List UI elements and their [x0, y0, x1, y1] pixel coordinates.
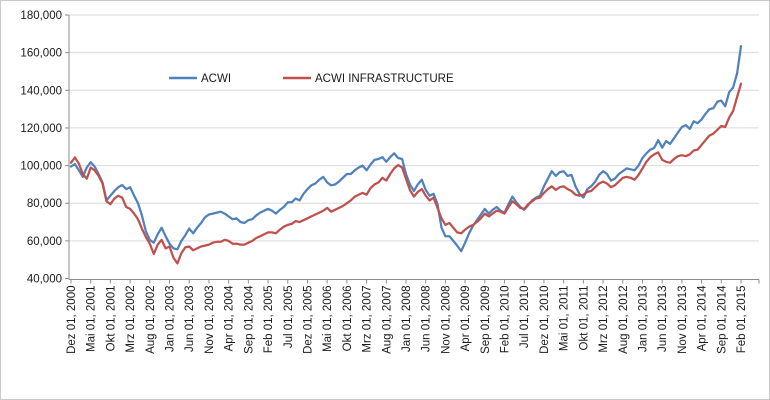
- x-tick-label: Mai 01, 2011: [559, 286, 571, 352]
- x-tick-label: Jun 01, 2008: [421, 286, 433, 353]
- x-tick-label: Apr 01, 2004: [224, 285, 236, 351]
- x-tick-label: Okt 01, 2001: [105, 286, 117, 352]
- x-tick-label: Okt 01, 2006: [342, 286, 354, 352]
- y-tick-label: 80,000: [27, 198, 62, 210]
- legend-label-acwi: ACWI: [201, 73, 231, 85]
- legend: ACWI ACWI INFRASTRUCTURE: [169, 73, 454, 85]
- y-tick-label: 140,000: [20, 85, 62, 97]
- x-tick-label: Mai 01, 2006: [322, 286, 334, 353]
- y-tick-label: 100,000: [20, 161, 62, 173]
- x-tick-label: Feb 01, 2010: [500, 286, 512, 354]
- y-tick-label: 180,000: [20, 10, 62, 22]
- x-tick-label: Mrz 01, 2012: [598, 286, 610, 353]
- x-tick-label: Jun 01, 2003: [184, 286, 196, 353]
- x-tick-label: Feb 01, 2005: [263, 286, 275, 354]
- x-tick-label: Jan 01, 2003: [165, 286, 177, 353]
- x-tick-label: Nov 01, 2003: [204, 286, 216, 354]
- y-tick-label: 40,000: [27, 274, 62, 286]
- x-tick-label: Apr 01, 2009: [460, 286, 472, 352]
- x-tick-label: Nov 01, 2013: [677, 286, 689, 354]
- series-line-acwi: [69, 44, 743, 253]
- x-tick-label: Dez 01, 2010: [539, 286, 551, 354]
- x-tick-label: Feb 01, 2015: [736, 286, 748, 354]
- x-tick-label: Sep 01, 2009: [480, 286, 492, 354]
- x-tick-label: Aug 01, 2007: [381, 286, 393, 354]
- legend-label-acwi-infrastructure: ACWI INFRASTRUCTURE: [315, 73, 454, 85]
- series-line-acwi-infrastructure: [69, 82, 743, 265]
- x-tick-label: Sep 01, 2014: [716, 285, 728, 354]
- x-tick-label: Apr 01, 2014: [697, 285, 709, 351]
- y-tick-label: 120,000: [20, 123, 62, 135]
- x-tick-label: Okt 01, 2011: [578, 286, 590, 351]
- x-tick-label: Mrz 01, 2002: [125, 286, 137, 353]
- y-tick-label: 60,000: [27, 236, 62, 248]
- x-tick-label: Aug 01, 2002: [145, 286, 157, 354]
- x-tick-label: Jul 01, 2005: [283, 286, 295, 349]
- x-tick-label: Dez 01, 2005: [302, 286, 314, 354]
- x-tick-label: Jul 01, 2010: [519, 286, 531, 349]
- x-tick-label: Aug 01, 2012: [618, 286, 630, 354]
- x-tick-label: Mai 01, 2001: [86, 286, 98, 353]
- x-tick-label: Nov 01, 2008: [440, 286, 452, 354]
- x-tick-label: Jan 01, 2008: [401, 286, 413, 353]
- x-tick-label: Jan 01, 2013: [637, 286, 649, 353]
- x-tick-label: Jun 01, 2013: [657, 286, 669, 353]
- x-tick-label: Dez 01, 2000: [66, 286, 78, 354]
- x-tick-label: Mrz 01, 2007: [362, 286, 374, 353]
- y-tick-label: 160,000: [20, 48, 62, 60]
- x-tick-label: Sep 01, 2004: [243, 285, 255, 354]
